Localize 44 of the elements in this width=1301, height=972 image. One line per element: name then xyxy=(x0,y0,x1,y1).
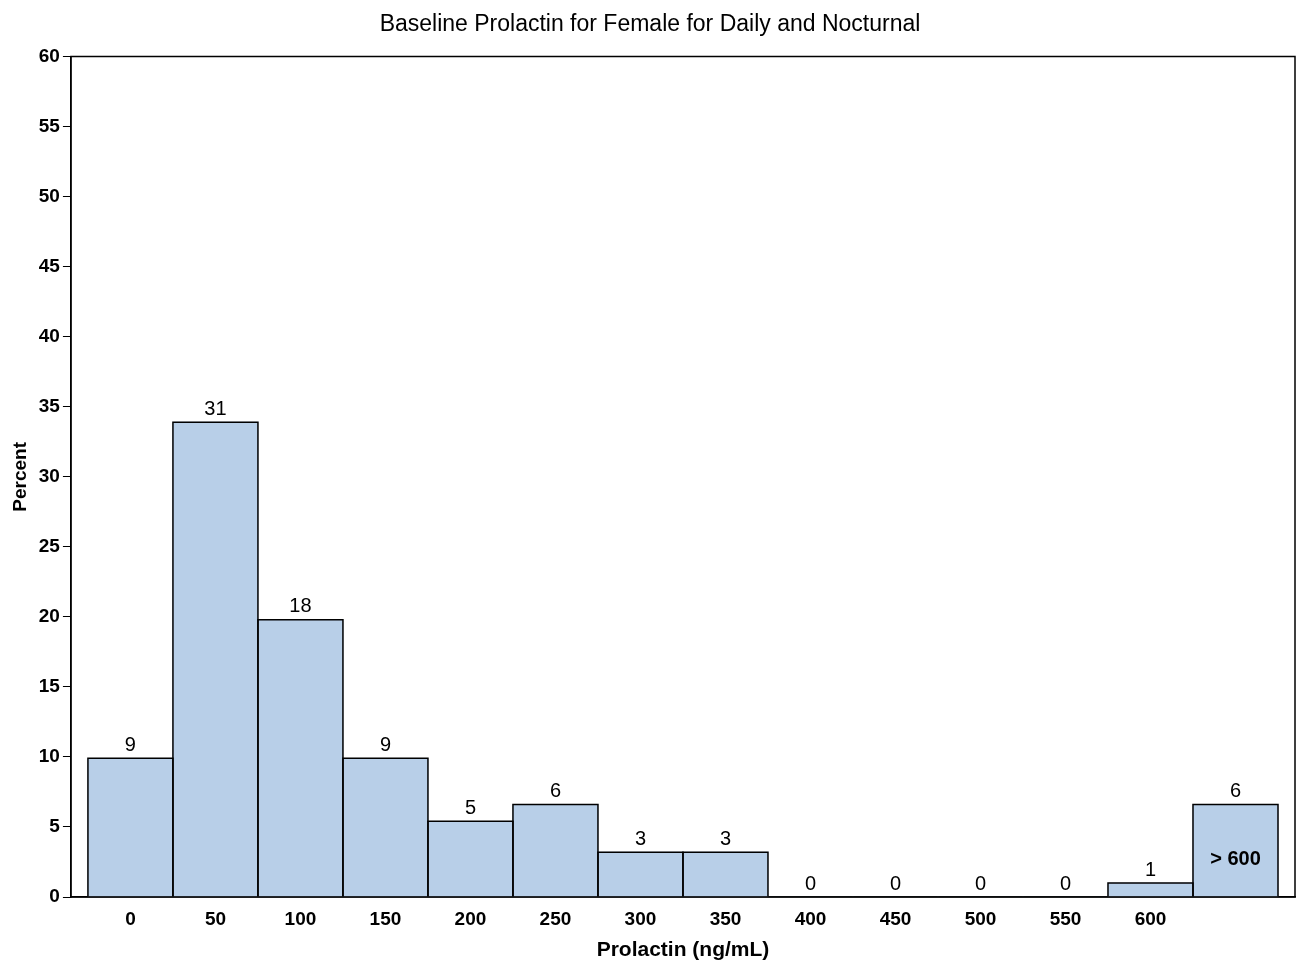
x-tick-label: 50 xyxy=(204,907,227,929)
annotation: 1 xyxy=(1144,857,1157,880)
y-tick-label: 45 xyxy=(38,254,61,276)
annotation: 18 xyxy=(289,594,312,617)
annotation: 0 xyxy=(1059,871,1072,894)
y-tick-label: 50 xyxy=(38,184,60,206)
y-tick-label: 60 xyxy=(38,44,60,66)
annotation: 6 xyxy=(549,779,562,802)
x-tick-label: 250 xyxy=(539,907,572,929)
x-tick-label: 550 xyxy=(1049,907,1082,929)
y-tick-label: 25 xyxy=(38,535,61,557)
annotation: 0 xyxy=(804,871,817,894)
x-tick-label: 600 xyxy=(1134,907,1167,929)
y-tick-label: 0 xyxy=(49,885,60,907)
annotation: 0 xyxy=(889,871,902,894)
y-tick-label: 30 xyxy=(38,465,60,487)
y-tick-label: 5 xyxy=(49,815,61,837)
annotation: 9 xyxy=(124,732,136,755)
x-tick-label: 100 xyxy=(284,907,317,929)
y-tick-label: 10 xyxy=(38,745,60,767)
annotation: 6 xyxy=(1229,779,1242,802)
x-axis-title: Prolactin (ng/mL) xyxy=(596,937,770,961)
x-tick-label: 450 xyxy=(879,907,912,929)
x-tick-label: 0 xyxy=(125,907,136,929)
annotation: 31 xyxy=(204,396,227,419)
x-tick-label: 350 xyxy=(709,907,742,929)
y-tick-label: 15 xyxy=(38,675,61,697)
x-tick-label: 200 xyxy=(454,907,487,929)
x-tick-label: 300 xyxy=(624,907,657,929)
annotation: 0 xyxy=(974,871,987,894)
annotation: 5 xyxy=(464,795,477,818)
y-tick-label: 20 xyxy=(38,605,60,627)
y-tick-label: 35 xyxy=(38,395,61,416)
y-tick-label: 40 xyxy=(38,324,60,346)
annotation: 9 xyxy=(379,732,392,755)
annotation: > 600 xyxy=(1210,847,1261,870)
y-axis-title: Percent xyxy=(8,441,30,512)
x-tick-label: 400 xyxy=(794,907,827,929)
annotation: 3 xyxy=(719,826,732,849)
x-tick-label: 500 xyxy=(964,907,997,929)
y-tick-label: 55 xyxy=(38,114,61,136)
annotation: 3 xyxy=(634,826,647,849)
x-tick-label: 150 xyxy=(369,907,402,929)
chart-title: Baseline Prolactin for Female for Daily and Nocturnal xyxy=(379,10,921,37)
